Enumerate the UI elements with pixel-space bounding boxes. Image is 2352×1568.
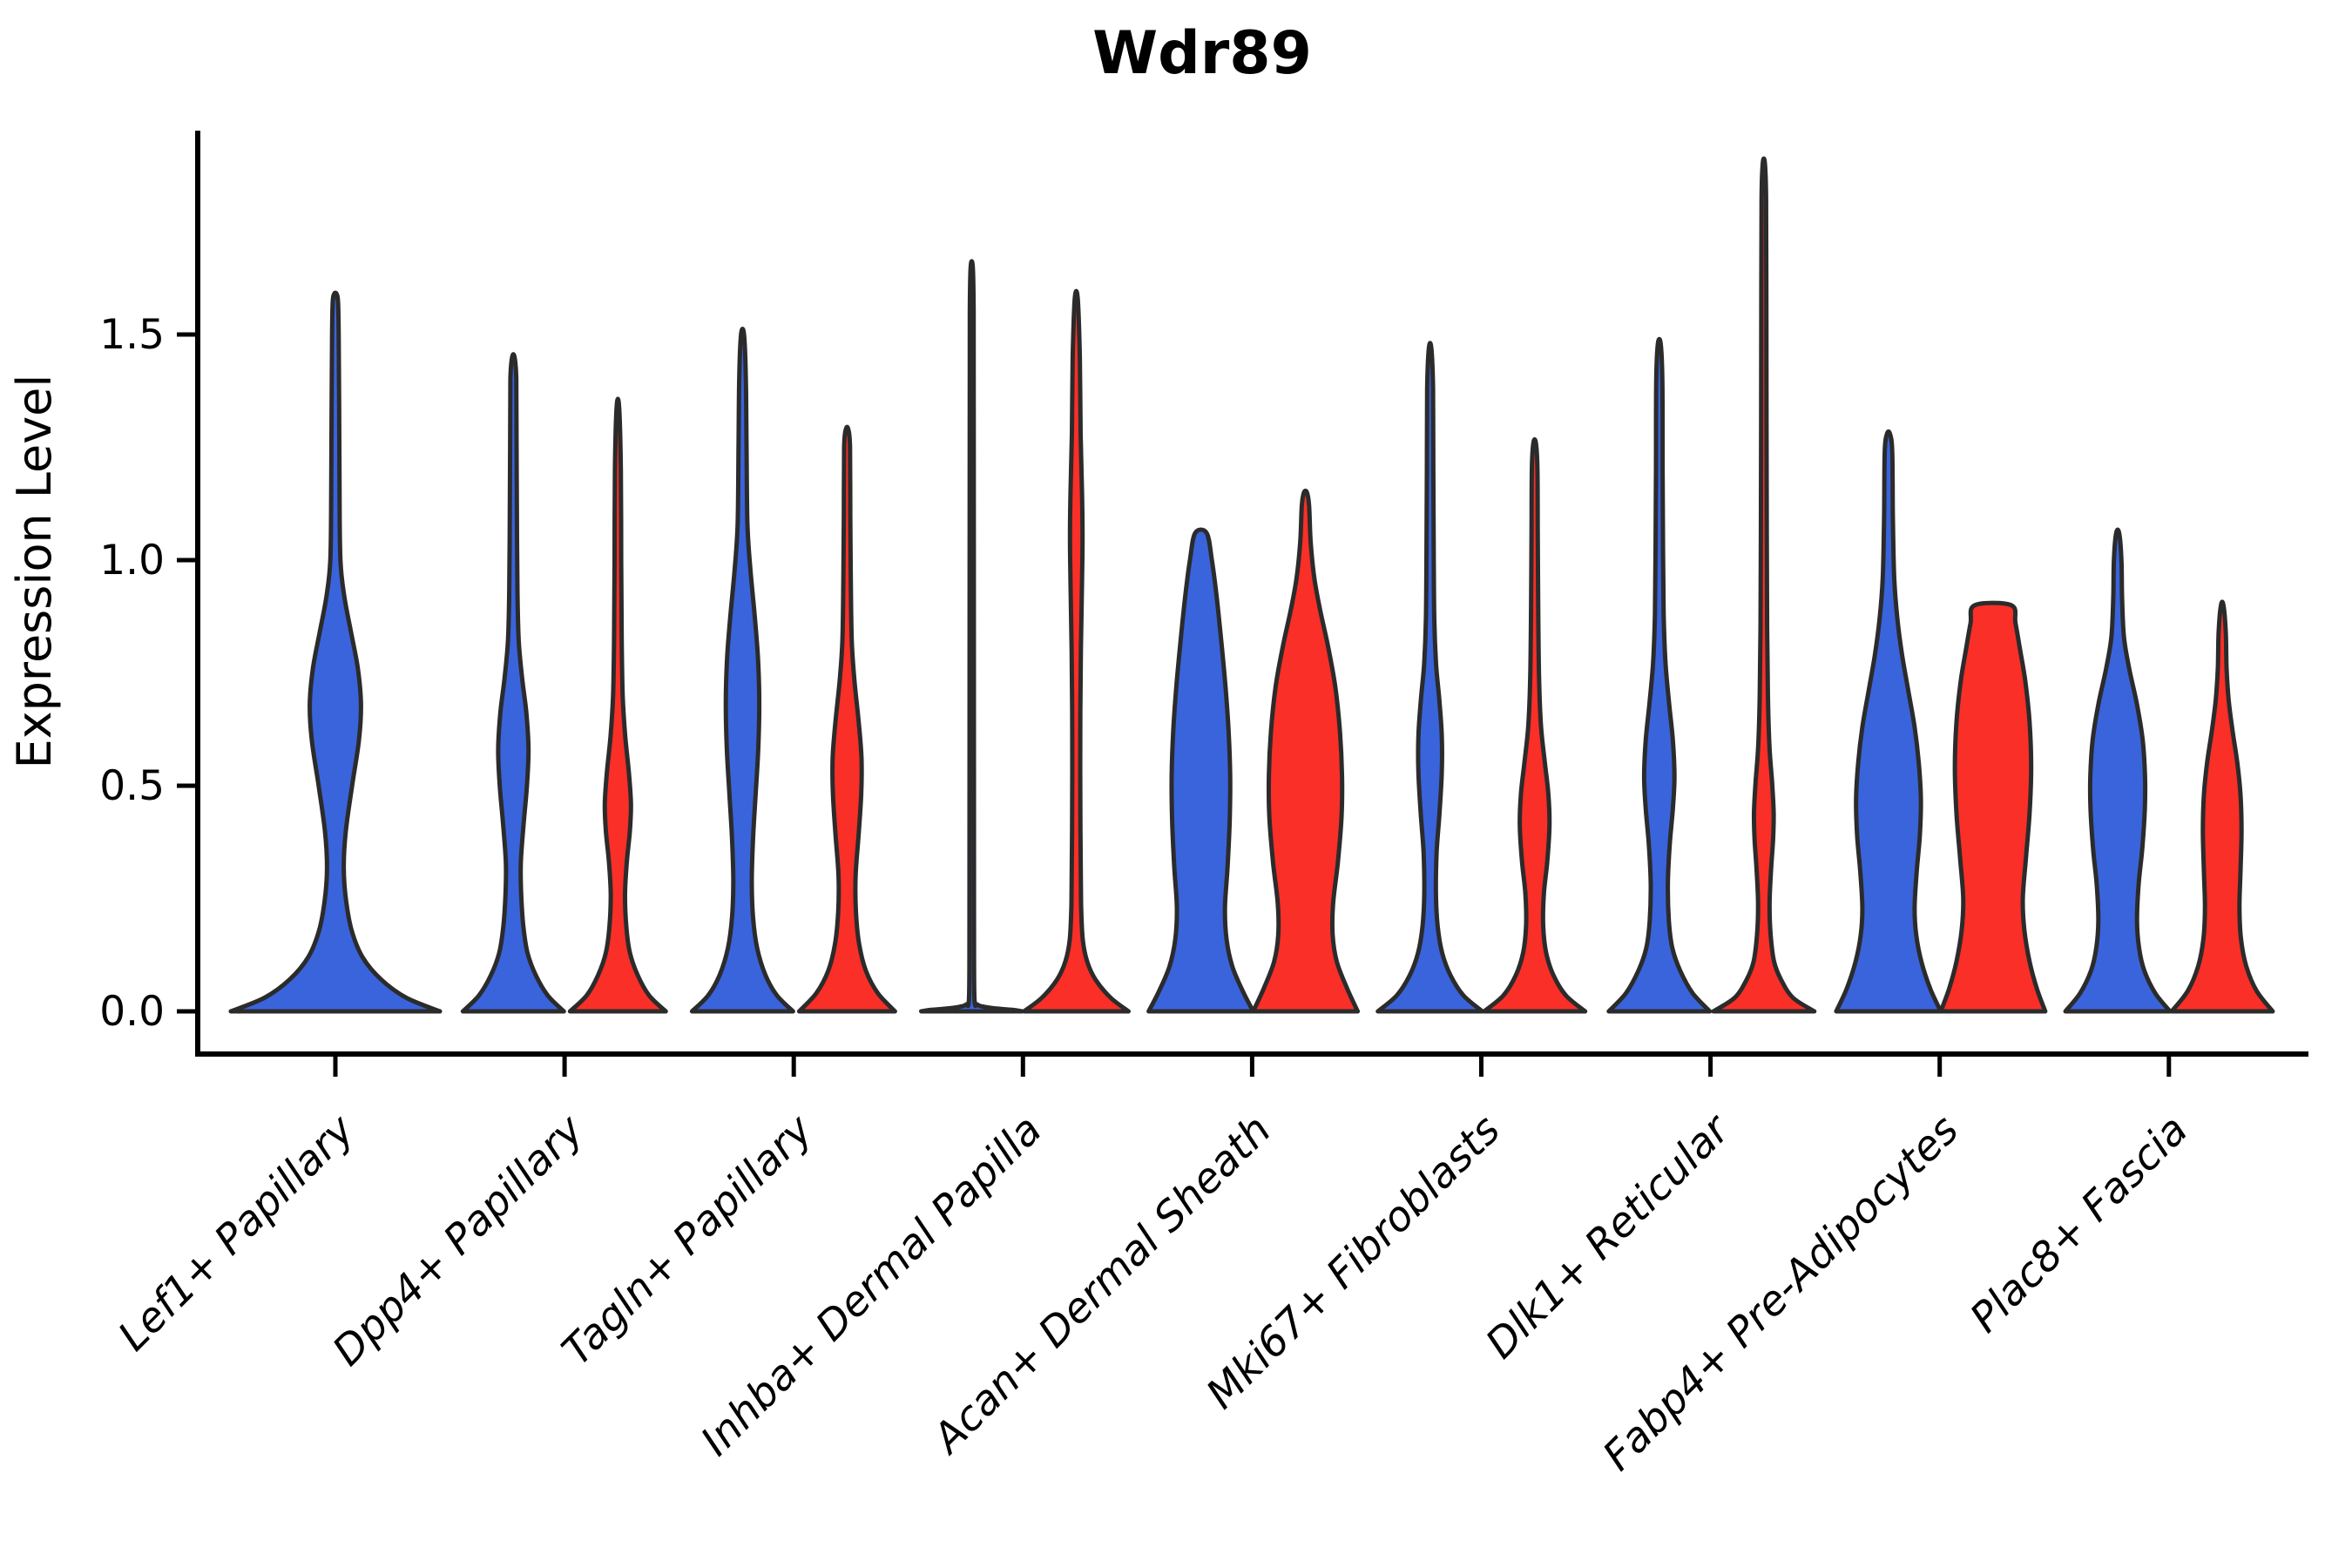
x-tick-label-lef1-papillary: Lef1+ Papillary — [109, 1105, 364, 1361]
violin-dlk1-reticular-blue — [1606, 336, 1713, 1014]
violin-acan-dermal-sheath-red — [1251, 488, 1361, 1014]
y-tick-label: 1.5 — [99, 311, 165, 359]
violin-dlk1-reticular-red — [1711, 156, 1817, 1014]
violin-inhba-dermal-papilla-red — [1022, 288, 1131, 1014]
violin-tagln-papillary-red — [796, 424, 897, 1014]
violin-dpp4-papillary-red — [567, 396, 668, 1014]
y-tick-label: 1.0 — [99, 537, 165, 585]
x-tick-label-plac8-fascia: Plac8+ Fascia — [1961, 1106, 2197, 1342]
violin-mki67-fibroblasts-blue — [1375, 341, 1485, 1014]
violin-mki67-fibroblasts-red — [1482, 436, 1588, 1014]
chart-title: Wdr89 — [1092, 19, 1312, 88]
violin-plac8-fascia-red — [2169, 599, 2275, 1014]
violin-inhba-dermal-papilla-blue — [919, 259, 1024, 1014]
violin-fabp4-pre-adipocytes-red — [1938, 600, 2048, 1014]
y-tick-label: 0.0 — [99, 988, 165, 1036]
violin-tagln-papillary-blue — [689, 327, 795, 1014]
violin-plac8-fascia-blue — [2063, 527, 2173, 1014]
x-tick-label-tagln-papillary: Tagln+ Papillary — [553, 1105, 823, 1375]
violins-layer — [228, 156, 2275, 1014]
violin-fabp4-pre-adipocytes-blue — [1834, 429, 1943, 1014]
x-tick-label-dlk1-reticular: Dlk1+ Reticular — [1477, 1105, 1740, 1369]
x-tick-label-dpp4-papillary: Dpp4+ Papillary — [323, 1105, 593, 1375]
y-tick-label: 0.5 — [99, 762, 165, 810]
violin-dpp4-papillary-blue — [460, 352, 566, 1014]
y-axis-label: Expression Level — [7, 375, 62, 769]
violin-lef1-papillary-blue — [228, 290, 443, 1014]
violin-acan-dermal-sheath-blue — [1146, 527, 1256, 1014]
